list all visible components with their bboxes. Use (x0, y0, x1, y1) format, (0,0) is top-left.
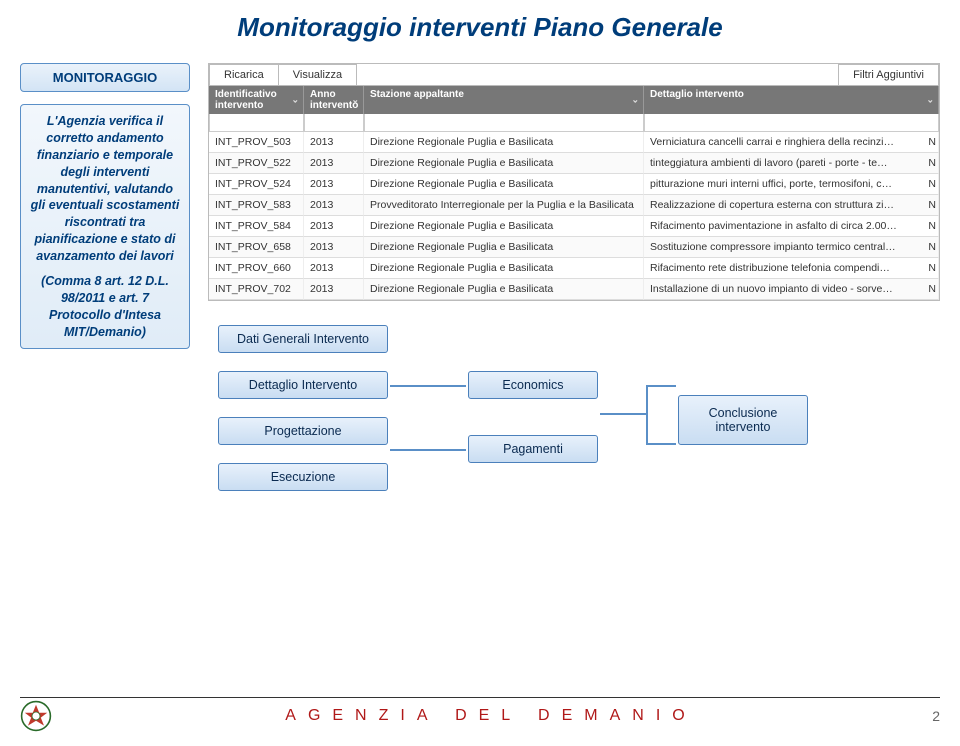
table-cell: Direzione Regionale Puglia e Basilicata (364, 174, 644, 195)
table-cell: INT_PROV_583 (209, 195, 304, 216)
page-title: Monitoraggio interventi Piano Generale (20, 12, 940, 43)
footer-agency: AGENZIA DEL DEMANIO (72, 707, 910, 725)
filter-input-year[interactable] (304, 114, 364, 132)
flow-diagram: Dati Generali Intervento Dettaglio Inter… (208, 325, 940, 525)
table-cell: Installazione di un nuovo impianto di vi… (644, 279, 939, 300)
table-cell: Direzione Regionale Puglia e Basilicata (364, 279, 644, 300)
col-header-id[interactable]: Identificativo intervento ⌄ (209, 86, 304, 114)
table-cell: Direzione Regionale Puglia e Basilicata (364, 258, 644, 279)
col-header-detail[interactable]: Dettaglio intervento ⌄ (644, 86, 939, 114)
table-row[interactable]: INT_PROV_7022013Direzione Regionale Pugl… (209, 279, 939, 300)
table-cell: 2013 (304, 279, 364, 300)
flow-dettaglio: Dettaglio Intervento (218, 371, 388, 399)
table-cell: 2013 (304, 174, 364, 195)
chevron-down-icon: ⌄ (631, 95, 639, 106)
table-cell: 2013 (304, 216, 364, 237)
connector-line (646, 385, 648, 445)
reload-button[interactable]: Ricarica (209, 64, 279, 86)
sidebar-citation: (Comma 8 art. 12 D.L. 98/2011 e art. 7 P… (29, 273, 181, 341)
chevron-down-icon: ⌄ (351, 95, 359, 106)
table-cell: Sostituzione compressore impianto termic… (644, 237, 939, 258)
col-header-station[interactable]: Stazione appaltante ⌄ (364, 86, 644, 114)
grid-header-row: Identificativo intervento ⌄ Anno interven… (209, 86, 939, 114)
table-cell: Direzione Regionale Puglia e Basilicata (364, 237, 644, 258)
table-cell: Realizzazione di copertura esterna con s… (644, 195, 939, 216)
sidebar-heading: MONITORAGGIO (20, 63, 190, 92)
table-cell: 2013 (304, 153, 364, 174)
table-row[interactable]: INT_PROV_5842013Direzione Regionale Pugl… (209, 216, 939, 237)
table-row[interactable]: INT_PROV_5832013Provveditorato Interregi… (209, 195, 939, 216)
table-cell: Provveditorato Interregionale per la Pug… (364, 195, 644, 216)
col-header-station-label: Stazione appaltante (370, 89, 464, 100)
page-number: 2 (910, 708, 940, 724)
table-cell: Direzione Regionale Puglia e Basilicata (364, 153, 644, 174)
table-cell: Direzione Regionale Puglia e Basilicata (364, 216, 644, 237)
table-row[interactable]: INT_PROV_5032013Direzione Regionale Pugl… (209, 132, 939, 153)
sidebar: MONITORAGGIO L'Agenzia verifica il corre… (20, 63, 190, 525)
table-cell: Rifacimento pavimentazione in asfalto di… (644, 216, 939, 237)
col-header-year[interactable]: Anno intervento⌄ (304, 86, 364, 114)
table-row[interactable]: INT_PROV_6582013Direzione Regionale Pugl… (209, 237, 939, 258)
flow-economics: Economics (468, 371, 598, 399)
connector-line (390, 385, 466, 387)
connector-line (646, 443, 676, 445)
table-cell: INT_PROV_522 (209, 153, 304, 174)
connector-line (390, 449, 466, 451)
flow-conclusione: Conclusione intervento (678, 395, 808, 445)
grid-filter-row (209, 114, 939, 132)
flow-pagamenti: Pagamenti (468, 435, 598, 463)
table-cell: tinteggiatura ambienti di lavoro (pareti… (644, 153, 939, 174)
view-button[interactable]: Visualizza (279, 64, 357, 86)
emblem-icon (20, 700, 52, 732)
table-cell: 2013 (304, 258, 364, 279)
table-cell: 2013 (304, 195, 364, 216)
table-cell: INT_PROV_584 (209, 216, 304, 237)
filter-input-id[interactable] (209, 114, 304, 132)
table-cell: 2013 (304, 132, 364, 153)
table-row[interactable]: INT_PROV_5242013Direzione Regionale Pugl… (209, 174, 939, 195)
connector-line (646, 385, 676, 387)
table-cell: INT_PROV_503 (209, 132, 304, 153)
flow-esecuzione: Esecuzione (218, 463, 388, 491)
additional-filters-button[interactable]: Filtri Aggiuntivi (838, 64, 939, 86)
flow-dati-generali: Dati Generali Intervento (218, 325, 388, 353)
table-row[interactable]: INT_PROV_5222013Direzione Regionale Pugl… (209, 153, 939, 174)
table-cell: INT_PROV_658 (209, 237, 304, 258)
grid-toolbar: Ricarica Visualizza Filtri Aggiuntivi (209, 64, 939, 86)
footer: AGENZIA DEL DEMANIO 2 (20, 700, 940, 732)
grid-body: INT_PROV_5032013Direzione Regionale Pugl… (209, 132, 939, 300)
table-cell: INT_PROV_524 (209, 174, 304, 195)
toolbar-spacer (357, 64, 838, 86)
table-cell: Direzione Regionale Puglia e Basilicata (364, 132, 644, 153)
chevron-down-icon: ⌄ (291, 95, 299, 106)
filter-input-station[interactable] (364, 114, 644, 132)
col-header-detail-label: Dettaglio intervento (650, 89, 744, 100)
flow-progettazione: Progettazione (218, 417, 388, 445)
chevron-down-icon: ⌄ (926, 95, 934, 106)
filter-input-detail[interactable] (644, 114, 939, 132)
sidebar-description: L'Agenzia verifica il corretto andamento… (31, 114, 180, 263)
connector-line (600, 413, 646, 415)
table-row[interactable]: INT_PROV_6602013Direzione Regionale Pugl… (209, 258, 939, 279)
table-cell: INT_PROV_702 (209, 279, 304, 300)
table-cell: 2013 (304, 237, 364, 258)
table-cell: Verniciatura cancelli carrai e ringhiera… (644, 132, 939, 153)
data-grid: Ricarica Visualizza Filtri Aggiuntivi Id… (208, 63, 940, 301)
col-header-id-label: Identificativo intervento (215, 89, 277, 111)
table-cell: INT_PROV_660 (209, 258, 304, 279)
sidebar-description-box: L'Agenzia verifica il corretto andamento… (20, 104, 190, 349)
footer-divider (20, 697, 940, 698)
table-cell: Rifacimento rete distribuzione telefonia… (644, 258, 939, 279)
table-cell: pitturazione muri interni uffici, porte,… (644, 174, 939, 195)
